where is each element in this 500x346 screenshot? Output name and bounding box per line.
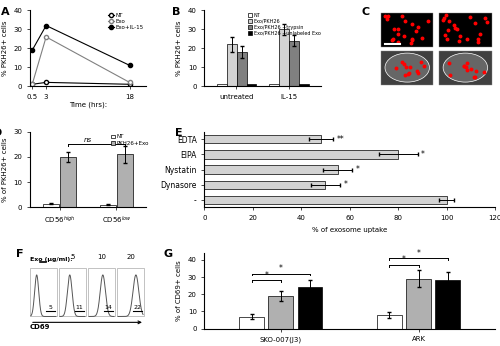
Text: E: E [176,128,183,138]
Bar [289,41,299,86]
Text: 10: 10 [97,254,106,260]
Exo [126,80,132,84]
Text: CD69: CD69 [30,324,50,330]
X-axis label: % of exosome uptake: % of exosome uptake [312,227,388,233]
Bar [217,84,227,86]
Bar [268,296,293,329]
Y-axis label: % PKH26+ cells: % PKH26+ cells [2,20,8,76]
Text: **: ** [336,135,344,144]
Bar [60,157,76,208]
Text: *: * [356,165,360,174]
Exo [29,82,35,86]
Text: 14: 14 [105,304,112,310]
Exo [43,35,49,39]
Text: *: * [279,264,283,273]
Legend: NT, Exo, Exo+IL-15: NT, Exo, Exo+IL-15 [108,13,144,30]
Text: D: D [0,128,2,138]
Ellipse shape [385,53,430,82]
Text: 22: 22 [134,304,142,310]
NT [126,82,132,86]
X-axis label: Time (hrs):: Time (hrs): [69,101,107,108]
Bar [269,84,279,86]
Line: NT: NT [30,80,132,86]
Exo+IL-15 [43,24,49,28]
Bar [59,267,86,317]
Line: Exo: Exo [30,35,132,86]
Ellipse shape [443,53,488,82]
NT [43,80,49,84]
Exo+IL-15 [29,48,35,52]
Bar [377,315,402,329]
Y-axis label: % PKH26+ cells: % PKH26+ cells [176,20,182,76]
Text: ns: ns [84,137,92,143]
Text: A: A [1,7,10,17]
Bar [381,51,434,85]
Bar [30,267,56,317]
Bar [204,195,446,204]
Text: *: * [416,248,420,257]
Bar [298,288,322,329]
Bar [100,205,116,208]
Legend: NT, Exo/PKH26, Exo/PKH26 +trypsin, Exo/PKH26 +unlabeled Exo: NT, Exo/PKH26, Exo/PKH26 +trypsin, Exo/P… [248,13,320,36]
Text: 5: 5 [48,304,52,310]
Bar [236,52,246,86]
Bar [406,279,431,329]
Text: Exo (μg/ml):: Exo (μg/ml): [30,257,73,262]
Text: *: * [344,180,347,189]
Bar [435,281,460,329]
Bar [299,84,308,86]
Bar [246,84,256,86]
Bar [117,154,133,208]
Y-axis label: % of CD69+ cells: % of CD69+ cells [176,261,182,321]
Bar [204,181,326,189]
Bar [204,135,320,144]
NT [29,82,35,86]
Bar [204,150,398,158]
Y-axis label: % of PKH26+ cells: % of PKH26+ cells [2,137,8,202]
Bar [279,29,289,86]
Text: 5: 5 [70,254,74,260]
Bar [204,165,338,174]
Text: 20: 20 [126,254,135,260]
Text: C: C [362,7,370,17]
Text: F: F [16,249,24,259]
Bar [439,51,492,85]
Bar [240,317,264,329]
Text: *: * [421,150,425,159]
Bar [88,267,115,317]
Legend: NT, PKH26+Exo: NT, PKH26+Exo [110,135,150,146]
Text: B: B [172,7,180,17]
Bar [117,267,144,317]
Text: *: * [402,255,406,264]
Bar [381,13,434,47]
Text: *: * [264,271,268,280]
Line: Exo+IL-15: Exo+IL-15 [30,24,132,67]
Text: G: G [164,249,173,259]
Bar [44,204,59,208]
Bar [439,13,492,47]
Bar [227,45,236,86]
Exo+IL-15 [126,63,132,67]
Text: 11: 11 [76,304,84,310]
